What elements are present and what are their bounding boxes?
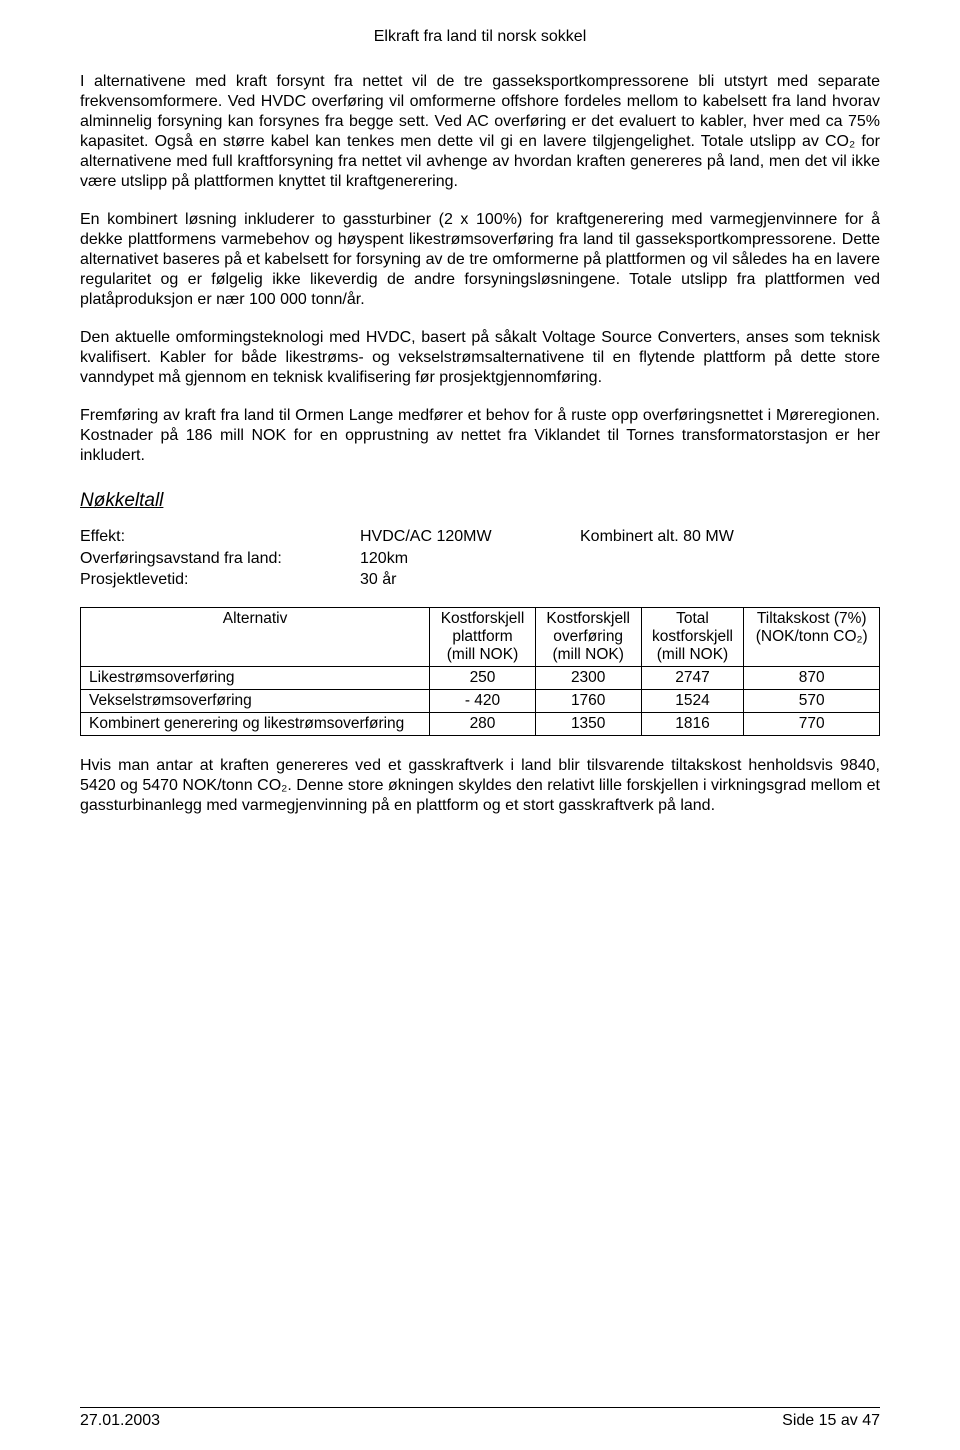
kv-row-avstand: Overføringsavstand fra land: 120km: [80, 548, 880, 570]
cell-value: 870: [744, 666, 880, 689]
cell-value: 2300: [535, 666, 641, 689]
table-body: Likestrømsoverføring 250 2300 2747 870 V…: [81, 666, 880, 735]
paragraph-5: Hvis man antar at kraften genereres ved …: [80, 756, 880, 816]
page: Elkraft fra land til norsk sokkel I alte…: [0, 0, 960, 1450]
kv-label-avstand: Overføringsavstand fra land:: [80, 548, 360, 570]
cell-value: 770: [744, 712, 880, 735]
col-header-line: (mill NOK): [447, 646, 518, 663]
col-header-line: Tiltakskost (7%): [757, 610, 867, 627]
footer-date: 27.01.2003: [80, 1412, 160, 1430]
kv-row-effekt: Effekt: HVDC/AC 120MW Kombinert alt. 80 …: [80, 526, 880, 548]
footer-page-number: Side 15 av 47: [782, 1412, 880, 1430]
col-header-line: Kostforskjell: [546, 610, 630, 627]
key-figures-block: Effekt: HVDC/AC 120MW Kombinert alt. 80 …: [80, 526, 880, 591]
cell-label: Kombinert generering og likestrømsoverfø…: [81, 712, 430, 735]
col-header-tiltakskost: Tiltakskost (7%) (NOK/tonn CO₂): [744, 607, 880, 666]
cell-value: 1524: [641, 689, 744, 712]
kv-value-levetid: 30 år: [360, 569, 580, 591]
cell-value: 1760: [535, 689, 641, 712]
kv-extra-effekt: Kombinert alt. 80 MW: [580, 526, 880, 548]
col-header-line: Kostforskjell: [441, 610, 525, 627]
col-header-line: plattform: [452, 628, 512, 645]
table-row: Likestrømsoverføring 250 2300 2747 870: [81, 666, 880, 689]
kv-label-levetid: Prosjektlevetid:: [80, 569, 360, 591]
kv-value-effekt: HVDC/AC 120MW: [360, 526, 580, 548]
col-header-line: (NOK/tonn CO₂): [756, 628, 868, 645]
kv-extra-empty: [580, 548, 880, 570]
cell-value: 1350: [535, 712, 641, 735]
cell-value: 280: [430, 712, 536, 735]
paragraph-1: I alternativene med kraft forsynt fra ne…: [80, 72, 880, 192]
kv-value-avstand: 120km: [360, 548, 580, 570]
table-row: Vekselstrømsoverføring - 420 1760 1524 5…: [81, 689, 880, 712]
kv-label-effekt: Effekt:: [80, 526, 360, 548]
page-header: Elkraft fra land til norsk sokkel: [80, 28, 880, 46]
col-header-line: Total: [676, 610, 709, 627]
paragraph-2: En kombinert løsning inkluderer to gasst…: [80, 210, 880, 310]
col-header-alternativ: Alternativ: [81, 607, 430, 666]
page-footer: 27.01.2003 Side 15 av 47: [80, 1407, 880, 1430]
col-header-line: overføring: [553, 628, 623, 645]
col-header-text: Alternativ: [223, 610, 288, 627]
table-head: Alternativ Kostforskjell plattform (mill…: [81, 607, 880, 666]
paragraph-4: Fremføring av kraft fra land til Ormen L…: [80, 406, 880, 466]
cell-label: Likestrømsoverføring: [81, 666, 430, 689]
cell-value: - 420: [430, 689, 536, 712]
col-header-line: (mill NOK): [552, 646, 623, 663]
col-header-kost-plattform: Kostforskjell plattform (mill NOK): [430, 607, 536, 666]
col-header-kost-overforing: Kostforskjell overføring (mill NOK): [535, 607, 641, 666]
kv-row-levetid: Prosjektlevetid: 30 år: [80, 569, 880, 591]
col-header-line: kostforskjell: [652, 628, 733, 645]
header-title: Elkraft fra land til norsk sokkel: [374, 28, 587, 45]
cost-table: Alternativ Kostforskjell plattform (mill…: [80, 607, 880, 736]
table-header-row: Alternativ Kostforskjell plattform (mill…: [81, 607, 880, 666]
cell-value: 250: [430, 666, 536, 689]
col-header-total: Total kostforskjell (mill NOK): [641, 607, 744, 666]
cell-label: Vekselstrømsoverføring: [81, 689, 430, 712]
paragraph-3: Den aktuelle omformingsteknologi med HVD…: [80, 328, 880, 388]
cell-value: 1816: [641, 712, 744, 735]
cell-value: 2747: [641, 666, 744, 689]
col-header-line: (mill NOK): [657, 646, 728, 663]
kv-extra-empty-2: [580, 569, 880, 591]
section-title-nokkeltall: Nøkkeltall: [80, 490, 880, 512]
table-row: Kombinert generering og likestrømsoverfø…: [81, 712, 880, 735]
cell-value: 570: [744, 689, 880, 712]
